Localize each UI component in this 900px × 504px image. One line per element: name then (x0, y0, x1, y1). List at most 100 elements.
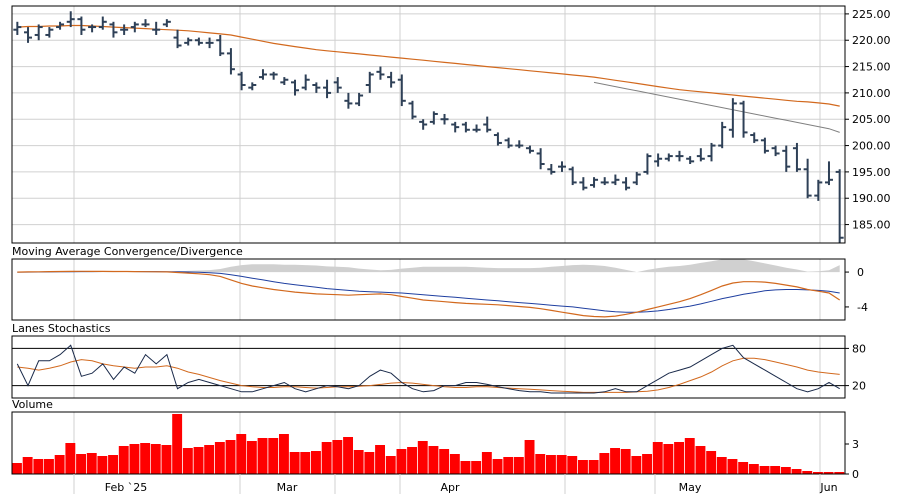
macd-line (17, 270, 841, 318)
price-tick-label: 185.00 (852, 219, 891, 232)
volume-bar-17 (193, 447, 204, 474)
volume-bar-21 (236, 434, 247, 474)
volume-bar-18 (204, 445, 215, 474)
volume-bar-55 (599, 453, 610, 474)
volume-bar-24 (268, 438, 279, 474)
volume-bar-8 (97, 456, 108, 474)
volume-bar-29 (321, 442, 332, 474)
volume-bar-35 (385, 456, 396, 474)
vol-tick-label: 3 (852, 438, 859, 451)
volume-bar-75 (813, 472, 823, 474)
volume-bar-40 (439, 449, 450, 474)
volume-bar-10 (118, 446, 129, 474)
volume-title: Volume (12, 398, 53, 411)
stoch-tick-label: 20 (852, 380, 866, 393)
volume-bar-3 (44, 459, 54, 474)
volume-bar-53 (578, 460, 588, 474)
volume-bar-58 (631, 456, 642, 474)
volume-bar-20 (225, 440, 236, 474)
vol-tick-label: 0 (852, 468, 859, 481)
price-tick-label: 220.00 (852, 34, 891, 47)
macd-tick-label: -4 (857, 301, 868, 314)
volume-bar-64 (695, 446, 706, 474)
x-tick-label: Apr (440, 481, 460, 494)
volume-bar-31 (343, 437, 353, 474)
volume-bar-30 (332, 440, 343, 474)
volume-bar-23 (257, 438, 268, 474)
volume-bar-67 (727, 459, 738, 474)
volume-bar-38 (417, 441, 428, 474)
macd-title: Moving Average Convergence/Divergence (12, 245, 243, 258)
x-tick-label: Mar (277, 481, 298, 494)
volume-bar-47 (513, 457, 524, 474)
macd-histogram (17, 258, 840, 273)
price-frame (11, 5, 846, 244)
price-tick-label: 200.00 (852, 140, 891, 153)
volume-bar-26 (289, 452, 300, 474)
stoch-tick-label: 80 (852, 342, 866, 355)
macd-frame (11, 258, 846, 321)
volume-bar-52 (567, 456, 578, 474)
volume-bar-6 (76, 454, 86, 474)
ma-long-line (17, 24, 840, 107)
volume-bar-62 (674, 442, 684, 474)
volume-bar-48 (524, 440, 535, 474)
volume-bar-68 (738, 462, 749, 474)
volume-bar-13 (150, 444, 161, 474)
volume-bar-41 (449, 454, 460, 474)
macd-tick-label: 0 (857, 266, 864, 279)
volume-bar-49 (535, 454, 546, 474)
volume-bar-46 (503, 457, 514, 474)
volume-bar-39 (428, 446, 439, 474)
volume-bar-77 (834, 472, 845, 474)
volume-bar-37 (407, 447, 417, 474)
price-tick-label: 195.00 (852, 166, 891, 179)
volume-bar-50 (546, 455, 556, 474)
volume-bar-76 (823, 472, 834, 474)
price-tick-label: 190.00 (852, 192, 891, 205)
volume-bar-61 (663, 444, 674, 474)
volume-bar-11 (129, 444, 140, 474)
volume-bar-7 (86, 453, 97, 474)
x-tick-label: Feb `25 (105, 481, 147, 494)
volume-bar-16 (182, 448, 193, 474)
macd-signal-line (17, 271, 840, 313)
volume-bar-19 (214, 442, 225, 474)
stoch-frame (11, 335, 846, 399)
volume-bar-0 (12, 463, 22, 474)
volume-bar-59 (642, 454, 652, 474)
volume-bar-60 (652, 442, 663, 474)
stoch-k-line (16, 344, 840, 394)
volume-bar-5 (65, 443, 76, 474)
price-tick-label: 210.00 (852, 87, 891, 100)
volume-bar-45 (492, 459, 503, 474)
volume-bar-32 (353, 450, 364, 474)
volume-bar-15 (172, 414, 183, 474)
volume-bar-43 (471, 461, 482, 474)
volume-bar-44 (481, 452, 492, 474)
volume-bar-65 (706, 451, 717, 474)
price-tick-label: 225.00 (852, 8, 891, 21)
stoch-title: Lanes Stochastics (12, 322, 111, 335)
volume-bar-73 (791, 469, 802, 474)
volume-bar-28 (311, 451, 321, 474)
volume-bar-22 (246, 441, 257, 474)
volume-bar-57 (620, 449, 631, 474)
ma-short-line (593, 81, 840, 133)
volume-bar-27 (300, 452, 311, 474)
price-tick-label: 205.00 (852, 113, 891, 126)
volume-bar-14 (161, 445, 172, 474)
price-tick-label: 215.00 (852, 61, 891, 74)
volume-bar-54 (588, 460, 599, 474)
volume-bar-34 (375, 445, 385, 474)
volume-bar-51 (556, 455, 567, 474)
volume-bar-63 (684, 438, 695, 474)
volume-bar-72 (780, 467, 791, 474)
volume-bar-25 (279, 434, 289, 474)
volume-bar-42 (460, 461, 471, 474)
volume-bar-66 (716, 457, 727, 474)
volume-bar-1 (22, 457, 33, 474)
volume-bar-4 (54, 455, 65, 474)
volume-bar-2 (33, 459, 44, 474)
